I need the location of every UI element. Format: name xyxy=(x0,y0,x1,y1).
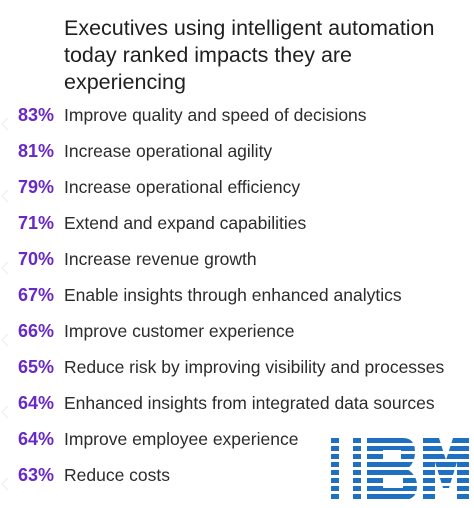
impact-label: Improve employee experience xyxy=(64,428,299,449)
impact-row: 65% Reduce risk by improving visibility a… xyxy=(18,354,444,380)
percent-value: 64% xyxy=(18,428,55,449)
impact-row: 83% Improve quality and speed of decision… xyxy=(18,102,367,128)
impact-label: Improve quality and speed of decisions xyxy=(64,104,367,125)
percent-value: 67% xyxy=(18,284,55,305)
percent-value: 63% xyxy=(18,464,55,485)
impact-label: Increase operational efficiency xyxy=(64,176,301,197)
percent-value: 64% xyxy=(18,392,55,413)
impact-row: 64% Enhanced insights from integrated dat… xyxy=(18,390,435,416)
impact-label: Increase revenue growth xyxy=(64,248,257,269)
ibm-logo-letters xyxy=(331,438,469,499)
percent-value: 79% xyxy=(18,176,55,197)
impact-label: Extend and expand capabilities xyxy=(64,212,307,233)
chart-title: Executives using intelligent automation … xyxy=(64,16,435,94)
impact-label: Enhanced insights from integrated data s… xyxy=(64,392,435,413)
percent-value: 83% xyxy=(18,104,55,125)
impact-row: 66% Improve customer experience xyxy=(18,318,295,344)
impact-label: Reduce risk by improving visibility and … xyxy=(64,356,445,377)
ibm-logo xyxy=(331,438,469,499)
percent-value: 70% xyxy=(18,248,55,269)
impact-row: 79% Increase operational efficiency xyxy=(18,174,300,200)
impact-label: Improve customer experience xyxy=(64,320,295,341)
impact-label: Enable insights through enhanced analyti… xyxy=(64,284,402,305)
impact-row: 63% Reduce costs xyxy=(18,462,170,488)
percent-value: 65% xyxy=(18,356,55,377)
percent-value: 81% xyxy=(18,140,55,161)
impact-label: Reduce costs xyxy=(64,464,171,485)
percent-value: 71% xyxy=(18,212,55,233)
impact-row: 71% Extend and expand capabilities xyxy=(18,210,306,236)
percent-value: 66% xyxy=(18,320,55,341)
impact-label: Increase operational agility xyxy=(64,140,273,161)
impact-row: 81% Increase operational agility xyxy=(18,138,272,164)
impact-row: 64% Improve employee experience xyxy=(18,426,298,452)
impact-row: 67% Enable insights through enhanced anal… xyxy=(18,282,402,308)
impact-row: 70% Increase revenue growth xyxy=(18,246,257,272)
